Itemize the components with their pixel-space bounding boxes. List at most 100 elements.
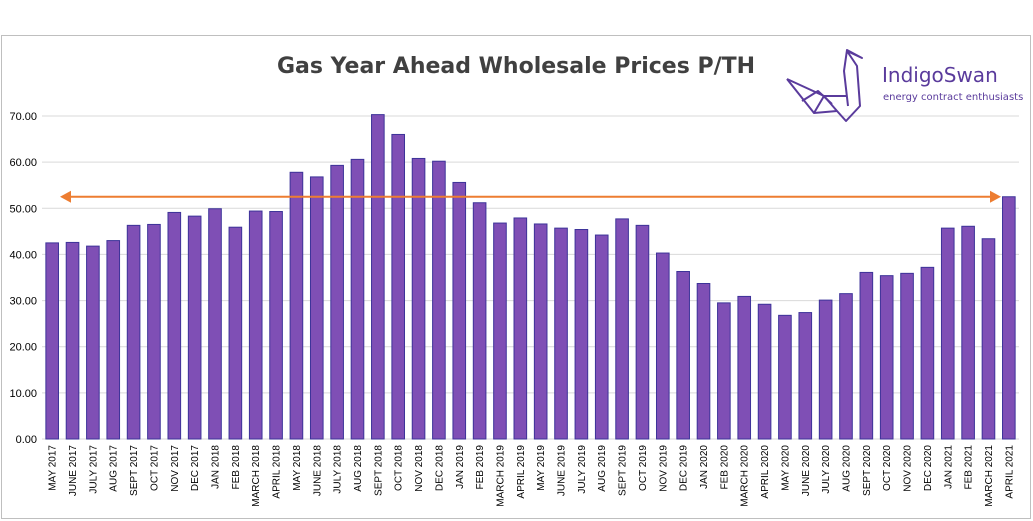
bar: [879, 275, 894, 440]
bar: [147, 223, 161, 440]
bar: [615, 218, 629, 440]
bar: [533, 223, 548, 440]
bar: [940, 227, 955, 440]
x-tick-label: NOV 2017: [170, 445, 181, 492]
bar: [228, 226, 243, 440]
bar: [818, 299, 833, 440]
bar: [126, 224, 141, 440]
bar: [65, 241, 80, 440]
bar: [655, 252, 670, 440]
x-tick-label: AUG 2018: [353, 445, 364, 492]
arrowhead-right-icon: [990, 190, 1001, 203]
x-tick-label: JAN 2019: [455, 445, 466, 489]
bar: [187, 215, 202, 440]
bar: [574, 229, 589, 440]
logo-tagline: energy contract enthusiasts: [883, 92, 1023, 103]
bar: [778, 314, 792, 440]
x-tick-label: APRIL 2021: [1004, 445, 1015, 499]
x-tick-label: AUG 2017: [109, 445, 120, 492]
x-tick-label: NOV 2018: [414, 445, 425, 492]
bar: [269, 211, 283, 440]
chart-frame: 0.00 10.00 20.00 30.00 40.00 50.00 60.00 70.00 …: [1, 35, 1031, 519]
bar: [554, 227, 568, 440]
logo: IndigoSwan energy contract enthusiasts: [786, 49, 1023, 122]
bar: [798, 312, 813, 440]
y-tick-label: 10.00: [9, 388, 37, 400]
x-tick-label: JULY 2017: [88, 445, 99, 494]
bar: [248, 210, 263, 440]
x-axis-ticks: MAY 2017 JUNE 2017 JULY 2017 AUG 2017 SEPT 2…: [48, 445, 1016, 507]
bar: [961, 225, 975, 440]
x-tick-label: JAN 2021: [943, 445, 954, 489]
x-tick-label: APRIL 2020: [760, 445, 771, 499]
grid-lines: [42, 115, 1019, 440]
bar: [717, 302, 731, 440]
x-tick-label: JULY 2019: [577, 445, 588, 494]
x-tick-label: JUNE 2017: [68, 445, 79, 497]
x-tick-label: DEC 2017: [190, 445, 201, 492]
x-tick-label: MAY 2018: [292, 445, 303, 491]
x-tick-label: MARCH 2021: [984, 445, 995, 507]
chart-canvas: 0.0010.0020.0030.0040.0050.0060.0070.00 …: [9, 49, 1023, 507]
bar: [493, 222, 507, 440]
bar: [900, 272, 914, 440]
bar: [859, 271, 874, 440]
x-tick-label: SEPT 2019: [618, 445, 629, 496]
x-tick-label: MAY 2019: [536, 445, 547, 491]
bar: [737, 295, 752, 440]
x-tick-label: APRIL 2019: [516, 445, 527, 499]
arrowhead-left-icon: [60, 190, 71, 203]
bar: [330, 164, 344, 440]
y-tick-label: 20.00: [9, 342, 37, 354]
bar: [411, 157, 426, 440]
x-tick-label: FEB 2018: [231, 445, 242, 490]
x-tick-label: FEB 2019: [475, 445, 486, 490]
x-tick-label: OCT 2020: [882, 445, 893, 491]
y-tick-label: 40.00: [9, 249, 37, 261]
bar: [981, 238, 996, 440]
bar: [452, 181, 467, 440]
bar: [350, 158, 365, 440]
x-tick-label: JUNE 2018: [312, 445, 323, 497]
bar: [635, 224, 650, 440]
x-tick-label: DEC 2018: [434, 445, 445, 492]
x-tick-label: OCT 2018: [394, 445, 405, 491]
bar: [513, 217, 528, 440]
x-tick-label: JUNE 2020: [801, 445, 812, 497]
bar: [472, 202, 487, 440]
x-tick-label: JULY 2018: [333, 445, 344, 494]
x-tick-label: AUG 2019: [597, 445, 608, 492]
y-tick-label: 50.00: [9, 203, 37, 215]
chart-title: Gas Year Ahead Wholesale Prices P/TH: [277, 54, 755, 79]
x-tick-label: OCT 2017: [149, 445, 160, 491]
y-tick-label: 30.00: [9, 296, 37, 308]
x-tick-label: DEC 2019: [679, 445, 690, 492]
bar: [289, 171, 304, 440]
bar: [920, 266, 935, 440]
bars: [45, 114, 1016, 440]
x-tick-label: NOV 2019: [658, 445, 669, 492]
bar: [432, 160, 446, 440]
bar: [757, 303, 772, 440]
bar: [208, 208, 222, 440]
x-tick-label: FEB 2020: [719, 445, 730, 490]
bar: [86, 245, 100, 440]
x-tick-label: SEPT 2018: [373, 445, 384, 496]
bar: [696, 282, 711, 440]
x-tick-label: SEPT 2017: [129, 445, 140, 496]
x-tick-label: MAY 2020: [780, 445, 791, 491]
x-tick-label: MARCH 2020: [740, 445, 751, 507]
x-tick-label: FEB 2021: [964, 445, 975, 490]
bar: [106, 240, 121, 440]
bar: [839, 293, 853, 440]
swan-logo-icon: [786, 49, 863, 122]
x-tick-label: MARCH 2018: [251, 445, 262, 507]
y-tick-label: 70.00: [9, 111, 37, 123]
bar: [45, 242, 59, 440]
x-tick-label: SEPT 2020: [862, 445, 873, 496]
bar: [676, 271, 690, 440]
x-tick-label: JAN 2020: [699, 445, 710, 489]
y-axis-ticks: 0.00 10.00 20.00 30.00 40.00 50.00 60.00 70.00: [9, 111, 37, 446]
x-tick-label: AUG 2020: [841, 445, 852, 492]
logo-name: IndigoSwan: [882, 63, 998, 87]
